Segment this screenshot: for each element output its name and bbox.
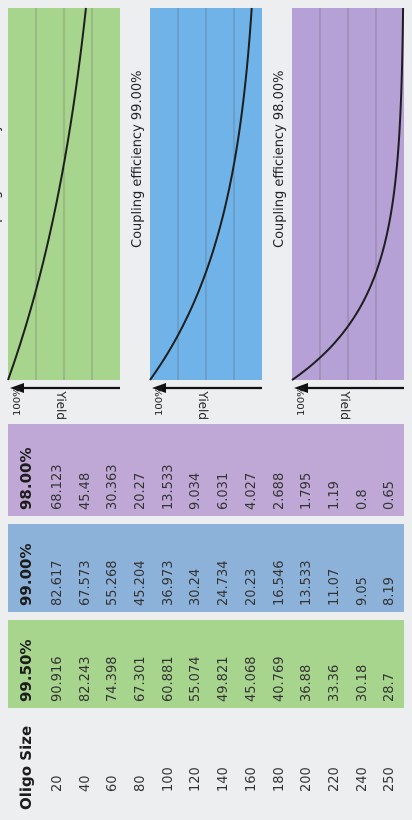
- y-axis-label: Yield: [54, 391, 68, 420]
- data-point: [17, 349, 19, 351]
- data-point: [27, 319, 29, 321]
- y-tick-label: 100%: [296, 387, 307, 416]
- data-point: [227, 200, 229, 202]
- data-point: [388, 230, 390, 232]
- data-point: [398, 141, 400, 143]
- data-point: [73, 111, 75, 113]
- data-point: [242, 111, 244, 113]
- data-point: [57, 200, 59, 202]
- chart-title: Coupling efficiency 99.00%: [130, 70, 145, 248]
- y-tick-label: 100%: [154, 387, 165, 416]
- data-point: [219, 230, 221, 232]
- data-point: [87, 7, 89, 9]
- chart-title: Coupling efficiency 99.50%: [0, 70, 3, 248]
- data-point: [238, 141, 240, 143]
- data-point: [51, 230, 53, 232]
- data-point: [352, 319, 354, 321]
- data-point: [246, 81, 248, 83]
- data-point: [248, 51, 250, 53]
- data-point: [401, 51, 403, 53]
- series-line: [149, 7, 253, 381]
- data-point: [233, 170, 235, 172]
- y-axis-arrowhead: [10, 383, 24, 393]
- data-point: [369, 290, 371, 292]
- data-point: [402, 22, 404, 24]
- data-point: [251, 22, 253, 24]
- data-point: [401, 81, 403, 83]
- data-point: [396, 170, 398, 172]
- data-point: [400, 111, 402, 113]
- data-point: [393, 200, 395, 202]
- y-axis-label: Yield: [196, 391, 210, 420]
- data-point: [77, 81, 79, 83]
- y-axis-arrowhead: [294, 383, 308, 393]
- chart-title: Coupling efficiency 98.00%: [272, 70, 287, 248]
- y-axis-arrowhead: [152, 383, 166, 393]
- data-point: [185, 319, 187, 321]
- data-point: [81, 51, 83, 53]
- data-point: [210, 260, 212, 262]
- series-line: [291, 7, 405, 381]
- data-point: [63, 170, 65, 172]
- data-point: [402, 7, 404, 9]
- y-axis-label: Yield: [338, 391, 352, 420]
- data-point: [199, 290, 201, 292]
- data-point: [327, 349, 329, 351]
- y-tick-label: 100%: [12, 387, 23, 416]
- data-point: [43, 260, 45, 262]
- data-point: [252, 7, 254, 9]
- series-line: [7, 7, 87, 381]
- data-point: [168, 349, 170, 351]
- data-point: [68, 141, 70, 143]
- data-point: [35, 290, 37, 292]
- data-point: [380, 260, 382, 262]
- data-point: [85, 22, 87, 24]
